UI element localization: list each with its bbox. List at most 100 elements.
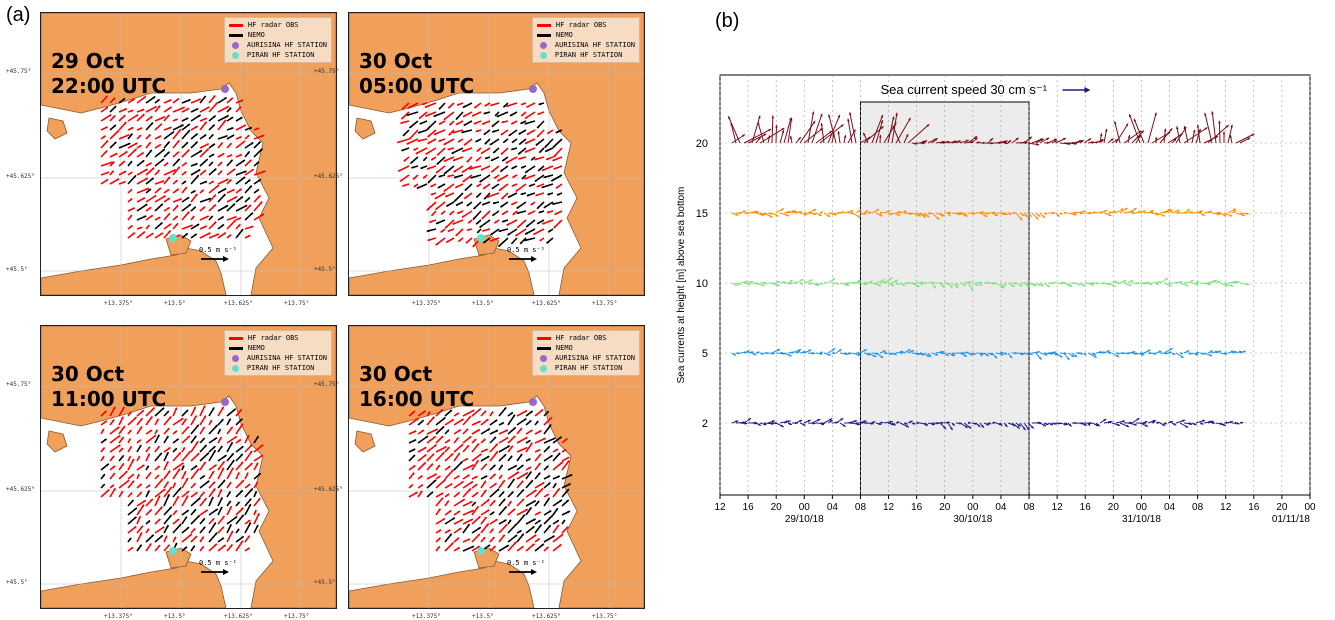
x-tick-label: 08 xyxy=(1192,502,1204,513)
longitude-label: +13.75° xyxy=(284,300,309,307)
legend-label: NEMO xyxy=(556,30,573,40)
y-tick-label: 2 xyxy=(702,418,708,430)
y-tick-label: 20 xyxy=(696,138,708,150)
legend-swatch xyxy=(540,42,547,49)
longitude-label: +13.75° xyxy=(284,613,309,620)
y-tick-label: 5 xyxy=(702,348,708,360)
x-tick-label: 00 xyxy=(1136,502,1148,513)
latitude-label: +45.75° xyxy=(6,68,31,75)
panel-a-label: (a) xyxy=(6,4,30,27)
longitude-label: +13.625° xyxy=(224,613,253,620)
x-tick-label: 16 xyxy=(1248,502,1260,513)
legend-swatch xyxy=(537,24,551,27)
legend-label: HF radar OBS xyxy=(556,20,607,30)
x-tick-label: 12 xyxy=(1052,502,1064,513)
legend-swatch xyxy=(232,365,239,372)
map-title: 30 Oct 16:00 UTC xyxy=(359,362,474,412)
aurisina-station-marker xyxy=(529,398,537,406)
legend-item-piran: PIRAN HF STATION xyxy=(537,363,635,373)
legend-item-nemo: NEMO xyxy=(229,343,327,353)
latitude-label: +45.5° xyxy=(6,579,28,586)
map-title: 29 Oct 22:00 UTC xyxy=(51,49,166,99)
legend-item-hf_radar: HF radar OBS xyxy=(229,20,327,30)
longitude-label: +13.5° xyxy=(472,300,494,307)
latitude-label: +45.5° xyxy=(6,266,28,273)
latitude-label: +45.625° xyxy=(6,486,35,493)
legend-swatch xyxy=(537,34,551,37)
map-title: 30 Oct 11:00 UTC xyxy=(51,362,166,412)
legend-item-piran: PIRAN HF STATION xyxy=(229,363,327,373)
latitude-label: +45.625° xyxy=(6,173,35,180)
legend-label: PIRAN HF STATION xyxy=(247,363,314,373)
latitude-label: +45.5° xyxy=(314,579,336,586)
scale-label: 0.5 m s⁻¹ xyxy=(199,246,237,254)
legend-item-nemo: NEMO xyxy=(229,30,327,40)
piran-station-marker xyxy=(477,547,485,555)
legend-swatch xyxy=(229,24,243,27)
longitude-label: +13.625° xyxy=(224,300,253,307)
legend-label: AURISINA HF STATION xyxy=(247,353,327,363)
date-label: 01/11/18 xyxy=(1272,514,1311,525)
latitude-label: +45.75° xyxy=(314,381,339,388)
x-tick-label: 12 xyxy=(714,502,726,513)
legend-swatch xyxy=(232,42,239,49)
longitude-label: +13.375° xyxy=(104,300,133,307)
x-tick-label: 20 xyxy=(1276,502,1288,513)
legend-label: NEMO xyxy=(248,30,265,40)
legend-label: NEMO xyxy=(556,343,573,353)
scale-label: 0.5 m s⁻¹ xyxy=(199,559,237,567)
legend-swatch xyxy=(229,34,243,37)
date-label: 31/10/18 xyxy=(1122,514,1161,525)
quiver-arrow xyxy=(776,125,777,143)
y-tick-label: 15 xyxy=(696,208,708,220)
longitude-label: +13.375° xyxy=(104,613,133,620)
legend-item-piran: PIRAN HF STATION xyxy=(537,50,635,60)
legend-item-aurisina: AURISINA HF STATION xyxy=(537,40,635,50)
x-tick-label: 16 xyxy=(911,502,923,513)
x-tick-label: 04 xyxy=(995,502,1007,513)
legend-label: NEMO xyxy=(248,343,265,353)
legend-item-aurisina: AURISINA HF STATION xyxy=(537,353,635,363)
legend-swatch xyxy=(229,337,243,340)
latitude-label: +45.5° xyxy=(314,266,336,273)
latitude-label: +45.625° xyxy=(314,486,343,493)
panel-b-label: (b) xyxy=(715,10,739,33)
legend-swatch xyxy=(540,365,547,372)
piran-station-marker xyxy=(477,234,485,242)
legend-swatch xyxy=(232,355,239,362)
x-tick-label: 08 xyxy=(1023,502,1035,513)
legend-label: AURISINA HF STATION xyxy=(555,353,635,363)
x-tick-label: 04 xyxy=(827,502,839,513)
aurisina-station-marker xyxy=(221,85,229,93)
x-tick-label: 00 xyxy=(967,502,979,513)
legend-swatch xyxy=(229,347,243,350)
map-title: 30 Oct 05:00 UTC xyxy=(359,49,474,99)
legend-item-hf_radar: HF radar OBS xyxy=(537,20,635,30)
piran-station-marker xyxy=(169,234,177,242)
x-tick-label: 00 xyxy=(1304,502,1316,513)
x-tick-label: 20 xyxy=(771,502,783,513)
legend-label: AURISINA HF STATION xyxy=(247,40,327,50)
x-tick-label: 04 xyxy=(1164,502,1176,513)
scale-label: 0.5 m s⁻¹ xyxy=(507,559,545,567)
legend-swatch xyxy=(540,355,547,362)
legend-label: PIRAN HF STATION xyxy=(555,50,622,60)
legend-label: AURISINA HF STATION xyxy=(555,40,635,50)
legend-label: HF radar OBS xyxy=(556,333,607,343)
legend-label: PIRAN HF STATION xyxy=(247,50,314,60)
longitude-label: +13.625° xyxy=(532,613,561,620)
legend-item-hf_radar: HF radar OBS xyxy=(537,333,635,343)
x-tick-label: 00 xyxy=(799,502,811,513)
x-tick-label: 16 xyxy=(1080,502,1092,513)
legend-swatch xyxy=(540,52,547,59)
aurisina-station-marker xyxy=(221,398,229,406)
date-label: 29/10/18 xyxy=(785,514,824,525)
date-label: 30/10/18 xyxy=(953,514,992,525)
legend-item-aurisina: AURISINA HF STATION xyxy=(229,353,327,363)
